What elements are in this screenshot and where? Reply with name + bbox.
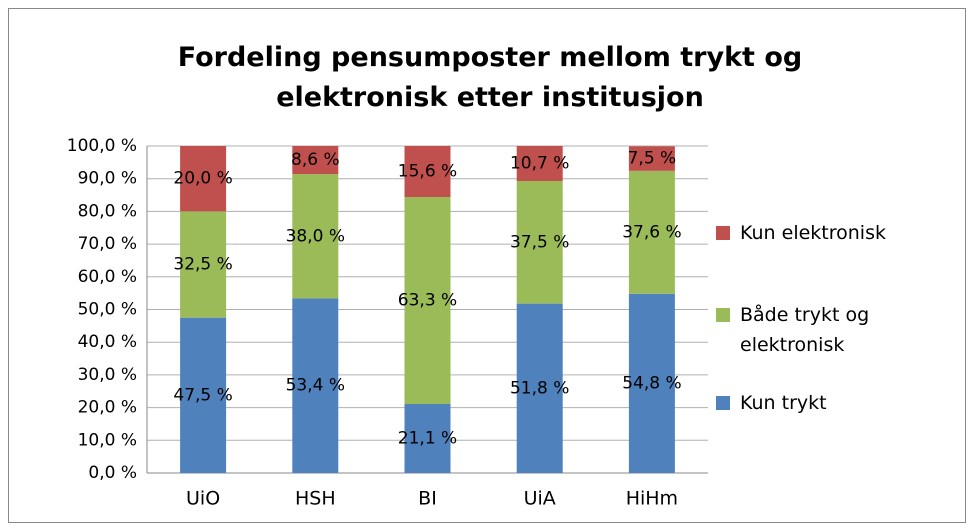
y-tick-label: 20,0 % — [78, 398, 137, 418]
data-label: 15,6 % — [398, 162, 457, 182]
legend-swatch — [716, 396, 730, 410]
data-label: 37,5 % — [510, 232, 569, 252]
data-label: 54,8 % — [622, 373, 681, 393]
y-tick-label: 100,0 % — [67, 136, 137, 156]
x-tick-label: HiHm — [626, 488, 678, 510]
x-tick-label: UiA — [524, 488, 556, 510]
bar-segment — [516, 146, 563, 181]
y-tick-label: 40,0 % — [78, 332, 137, 352]
bar-segment — [628, 293, 675, 473]
data-label: 38,0 % — [286, 226, 345, 246]
y-tick-label: 0,0 % — [88, 463, 137, 483]
x-tick-label: HSH — [295, 488, 336, 510]
y-tick-label: 50,0 % — [78, 300, 137, 320]
y-tick-label: 90,0 % — [78, 169, 137, 189]
bar-segment — [404, 197, 451, 405]
bar-segment — [180, 211, 227, 318]
y-tick-label: 70,0 % — [78, 234, 137, 254]
legend-swatch — [716, 226, 730, 240]
bar-segment — [628, 146, 675, 171]
data-label: 37,6 % — [622, 222, 681, 242]
chart-frame — [8, 8, 966, 523]
y-tick-label: 60,0 % — [78, 267, 137, 287]
legend-label: Kun elektronisk — [740, 222, 886, 244]
chart-title: Fordeling pensumposter mellom trykt og e… — [177, 42, 803, 113]
data-label: 20,0 % — [173, 169, 232, 189]
bar-segment — [404, 404, 451, 473]
data-label: 47,5 % — [173, 385, 232, 405]
bar-segment — [180, 146, 227, 212]
data-label: 8,6 % — [291, 150, 340, 170]
data-label: 10,7 % — [510, 153, 569, 173]
bar-segment — [516, 303, 563, 473]
data-label: 63,3 % — [398, 291, 457, 311]
bar-segment — [292, 174, 339, 299]
legend-swatch — [716, 308, 730, 322]
bar-segment — [404, 146, 451, 198]
legend-label: Kun trykt — [740, 392, 827, 414]
x-tick-label: UiO — [186, 488, 220, 510]
data-label: 32,5 % — [173, 255, 232, 275]
data-label: 7,5 % — [628, 149, 677, 169]
bar-segment — [180, 317, 227, 473]
data-label: 53,4 % — [286, 376, 345, 396]
y-tick-label: 30,0 % — [78, 365, 137, 385]
bar-segment — [292, 298, 339, 473]
bar-segment — [516, 180, 563, 304]
data-label: 21,1 % — [398, 429, 457, 449]
x-tick-label: BI — [418, 488, 437, 510]
y-tick-label: 10,0 % — [78, 430, 137, 450]
legend-label: Både trykt og elektronisk — [740, 304, 870, 356]
data-label: 51,8 % — [510, 378, 569, 398]
bar-segment — [292, 146, 339, 175]
y-tick-label: 80,0 % — [78, 201, 137, 221]
bar-segment — [628, 170, 675, 294]
